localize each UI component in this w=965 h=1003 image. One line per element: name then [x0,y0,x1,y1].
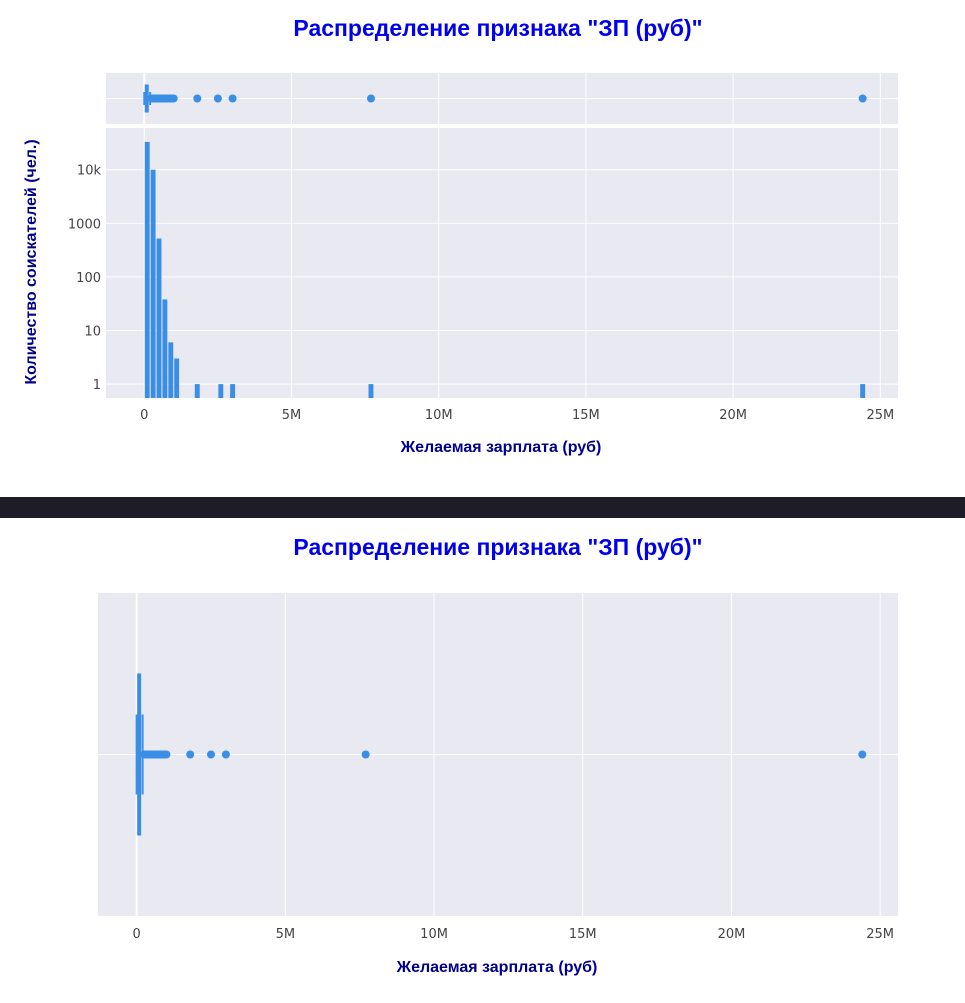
y-tick-label: 10k [77,164,102,179]
marginal-box-plot [143,84,867,113]
box-plot [135,673,867,836]
x-tick-label: 0 [133,927,141,942]
axis-ticks: 0 5M 10M 15M 20M 25M [133,927,895,942]
outlier-point [366,94,375,103]
x-tick-label: 25M [866,927,894,942]
outlier-point [169,94,178,103]
outlier-point [228,94,237,103]
outlier-point [207,750,216,759]
histogram-bar [156,238,162,398]
x-tick-label: 25M [866,408,894,423]
y-tick-label: 1000 [68,217,101,232]
histogram-bar [162,299,168,398]
axis-ticks: 0 5M 10M 15M 20M 25M 1 10 100 1000 10k [68,164,894,423]
x-tick-label: 15M [569,927,597,942]
outlier-point [193,94,202,103]
y-axis-title: Количество соискателей (чел.) [23,139,40,384]
outlier-point [858,750,867,759]
x-tick-label: 20M [718,927,746,942]
histogram-bar [144,141,150,398]
histogram-bar [150,169,156,398]
outlier-point [221,750,230,759]
box-plot-chart: Распределение признака "ЗП (руб)" 0 5M 10M… [98,534,898,976]
histogram-bar [860,384,866,398]
histogram-bar [218,384,224,398]
histogram-chart: Распределение признака "ЗП (руб)" 0 5M 10M… [23,15,898,456]
histogram-bar [194,384,200,398]
x-tick-label: 15M [572,408,600,423]
box-plot-panel: Распределение признака "ЗП (руб)" 0 5M 10M… [0,518,965,1003]
x-tick-label: 0 [140,408,148,423]
x-tick-label: 10M [425,408,453,423]
chart-title: Распределение признака "ЗП (руб)" [293,15,702,41]
y-tick-label: 1 [93,378,101,393]
y-tick-label: 100 [76,271,101,286]
histogram-plot-area [106,128,898,398]
grid-lines [98,593,898,916]
x-tick-label: 10M [420,927,448,942]
x-tick-label: 5M [282,408,302,423]
histogram-bar [368,384,374,398]
histogram-bar [230,384,236,398]
outlier-point [186,750,195,759]
outlier-point [858,94,867,103]
chart-title: Распределение признака "ЗП (руб)" [293,534,702,560]
outlier-point [213,94,222,103]
outlier-point [361,750,370,759]
y-tick-label: 10 [84,324,101,339]
histogram-bar [168,342,174,398]
grid-lines [106,73,898,398]
x-axis-title: Желаемая зарплата (руб) [396,959,598,976]
histogram-bar [174,358,180,398]
x-tick-label: 5M [276,927,296,942]
x-tick-label: 20M [719,408,747,423]
x-axis-title: Желаемая зарплата (руб) [400,439,602,456]
outlier-point [162,750,171,759]
section-divider [0,497,965,518]
histogram-panel: Распределение признака "ЗП (руб)" 0 5M 10M… [0,0,965,497]
histogram-bars [144,141,866,398]
